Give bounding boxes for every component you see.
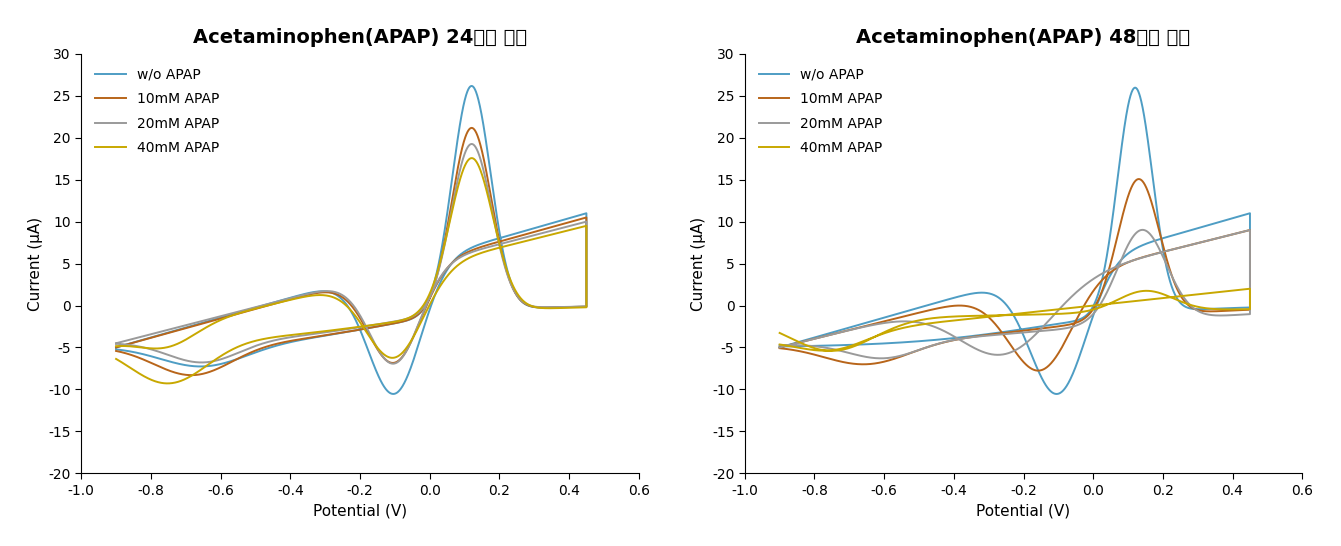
- 10mM APAP: [184, 372, 200, 378]
- Line: 40mM APAP: 40mM APAP: [779, 289, 1250, 351]
- 20mM APAP: [184, 321, 200, 327]
- 20mM APAP: [511, 295, 527, 301]
- 40mM APAP: [555, 305, 571, 311]
- 10mM APAP: [464, 124, 480, 131]
- Y-axis label: Current (μA): Current (μA): [28, 217, 43, 311]
- 40mM APAP: [771, 341, 787, 348]
- w/o APAP: [1175, 302, 1191, 308]
- w/o APAP: [801, 336, 817, 342]
- 10mM APAP: [1167, 281, 1183, 288]
- 20mM APAP: [771, 342, 787, 348]
- 40mM APAP: [109, 343, 125, 349]
- Legend: w/o APAP, 10mM APAP, 20mM APAP, 40mM APAP: w/o APAP, 10mM APAP, 20mM APAP, 40mM APA…: [752, 61, 889, 162]
- 10mM APAP: [1175, 295, 1191, 302]
- 10mM APAP: [1030, 367, 1046, 374]
- 10mM APAP: [848, 325, 864, 332]
- 10mM APAP: [504, 283, 520, 289]
- 20mM APAP: [848, 325, 864, 332]
- w/o APAP: [137, 336, 153, 342]
- 10mM APAP: [1219, 307, 1235, 314]
- 40mM APAP: [771, 330, 787, 336]
- w/o APAP: [1219, 305, 1235, 312]
- 10mM APAP: [555, 304, 571, 311]
- 10mM APAP: [1029, 367, 1045, 374]
- 40mM APAP: [823, 348, 839, 354]
- 10mM APAP: [109, 344, 125, 351]
- 40mM APAP: [160, 380, 176, 387]
- w/o APAP: [385, 391, 401, 397]
- X-axis label: Potential (V): Potential (V): [976, 503, 1070, 518]
- 40mM APAP: [464, 155, 480, 162]
- w/o APAP: [771, 343, 787, 350]
- 40mM APAP: [511, 293, 527, 300]
- 40mM APAP: [137, 345, 153, 351]
- Line: w/o APAP: w/o APAP: [117, 86, 586, 394]
- 20mM APAP: [873, 355, 889, 361]
- Title: Acetaminophen(APAP) 24시간 처리: Acetaminophen(APAP) 24시간 처리: [193, 28, 527, 47]
- 40mM APAP: [504, 280, 520, 287]
- w/o APAP: [1167, 292, 1183, 298]
- X-axis label: Potential (V): Potential (V): [312, 503, 408, 518]
- 40mM APAP: [109, 355, 125, 362]
- w/o APAP: [184, 323, 200, 329]
- Y-axis label: Current (μA): Current (μA): [692, 217, 707, 311]
- Line: 20mM APAP: 20mM APAP: [117, 144, 586, 364]
- w/o APAP: [771, 344, 787, 351]
- w/o APAP: [109, 346, 125, 353]
- 40mM APAP: [184, 333, 200, 340]
- 40mM APAP: [1175, 299, 1191, 305]
- w/o APAP: [1029, 364, 1045, 370]
- 20mM APAP: [801, 337, 817, 343]
- 40mM APAP: [1029, 308, 1045, 315]
- 20mM APAP: [1167, 280, 1183, 287]
- 10mM APAP: [109, 348, 125, 354]
- 10mM APAP: [511, 295, 527, 302]
- Line: 20mM APAP: 20mM APAP: [779, 230, 1250, 358]
- 20mM APAP: [503, 282, 519, 289]
- w/o APAP: [503, 281, 519, 287]
- w/o APAP: [848, 323, 864, 329]
- 20mM APAP: [1029, 330, 1045, 337]
- 20mM APAP: [771, 344, 787, 351]
- w/o APAP: [1049, 391, 1065, 397]
- 20mM APAP: [137, 333, 153, 339]
- Line: 10mM APAP: 10mM APAP: [117, 128, 586, 375]
- 40mM APAP: [1219, 306, 1235, 313]
- 20mM APAP: [464, 141, 480, 147]
- 20mM APAP: [109, 340, 125, 347]
- Title: Acetaminophen(APAP) 48시간 처리: Acetaminophen(APAP) 48시간 처리: [857, 28, 1191, 47]
- 40mM APAP: [848, 341, 864, 348]
- w/o APAP: [511, 295, 527, 302]
- 20mM APAP: [109, 341, 125, 347]
- 10mM APAP: [184, 323, 200, 330]
- 20mM APAP: [1175, 293, 1191, 300]
- 20mM APAP: [365, 337, 381, 343]
- 10mM APAP: [771, 345, 787, 352]
- 40mM APAP: [1242, 286, 1258, 292]
- 10mM APAP: [1130, 176, 1147, 182]
- w/o APAP: [365, 360, 381, 366]
- 10mM APAP: [801, 337, 817, 343]
- 40mM APAP: [1167, 296, 1183, 302]
- w/o APAP: [555, 304, 571, 311]
- 20mM APAP: [385, 360, 401, 367]
- Legend: w/o APAP, 10mM APAP, 20mM APAP, 40mM APAP: w/o APAP, 10mM APAP, 20mM APAP, 40mM APA…: [89, 61, 227, 162]
- 40mM APAP: [365, 339, 381, 345]
- w/o APAP: [1126, 85, 1143, 91]
- 40mM APAP: [801, 346, 817, 353]
- Line: 10mM APAP: 10mM APAP: [779, 179, 1250, 371]
- Line: 40mM APAP: 40mM APAP: [117, 158, 586, 383]
- Line: w/o APAP: w/o APAP: [779, 88, 1250, 394]
- 10mM APAP: [137, 336, 153, 343]
- 10mM APAP: [365, 339, 381, 345]
- 10mM APAP: [771, 344, 787, 351]
- 20mM APAP: [1134, 227, 1151, 233]
- w/o APAP: [109, 344, 125, 351]
- 20mM APAP: [555, 304, 571, 310]
- w/o APAP: [464, 82, 480, 89]
- 20mM APAP: [1219, 312, 1235, 319]
